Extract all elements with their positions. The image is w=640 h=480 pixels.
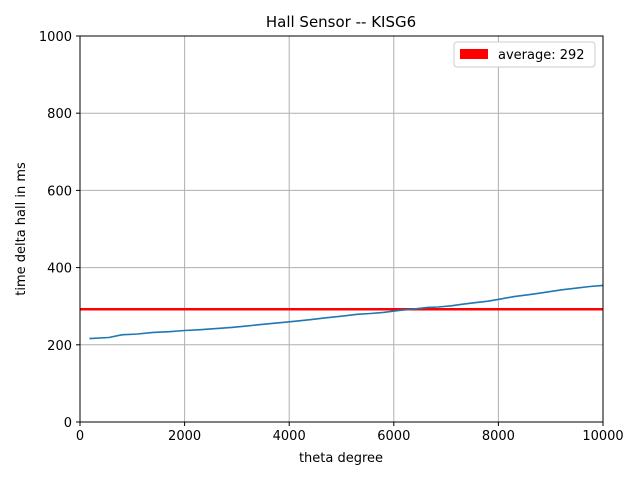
- y-tick-label: 0: [64, 416, 72, 431]
- y-axis-ticks: 0 200 400 600 800 1000: [39, 30, 80, 431]
- data-series: [89, 284, 604, 340]
- hall-delta-series-line: [89, 284, 604, 340]
- y-tick-label: 800: [47, 107, 72, 122]
- x-axis-ticks: 0 2000 4000 6000 8000 10000: [76, 422, 624, 444]
- plot-frame: [79, 35, 604, 423]
- y-tick-label: 400: [47, 262, 72, 277]
- x-tick-label: 4000: [273, 429, 306, 444]
- x-axis-label: theta degree: [299, 451, 383, 466]
- y-tick-label: 600: [47, 184, 72, 199]
- y-axis-label: time delta hall in ms: [14, 162, 29, 296]
- x-tick-label: 0: [76, 429, 84, 444]
- legend: average: 292: [453, 41, 596, 68]
- legend-swatch-average: [460, 49, 488, 59]
- chart-title: Hall Sensor -- KISG6: [266, 13, 416, 31]
- y-tick-label: 200: [47, 339, 72, 354]
- x-tick-label: 8000: [482, 429, 515, 444]
- y-tick-label: 1000: [39, 30, 72, 45]
- x-tick-label: 6000: [377, 429, 410, 444]
- x-tick-label: 2000: [168, 429, 201, 444]
- x-tick-label: 10000: [582, 429, 623, 444]
- grid-lines: [79, 35, 604, 423]
- legend-box: [453, 41, 596, 68]
- legend-label-average: average: 292: [498, 48, 585, 63]
